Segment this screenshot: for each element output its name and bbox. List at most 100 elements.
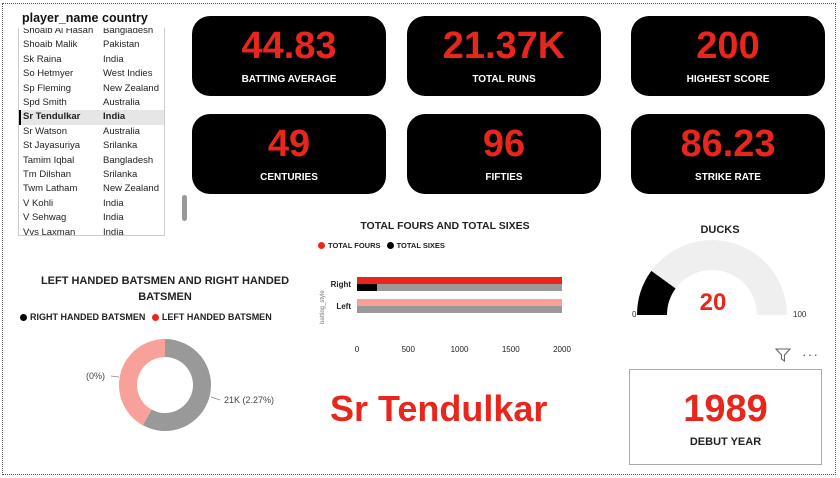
kpi-value: 44.83 bbox=[241, 25, 337, 67]
handed-legend: RIGHT HANDED BATSMEN LEFT HANDED BATSMEN bbox=[20, 312, 272, 322]
kpi-value: 49 bbox=[267, 123, 311, 165]
donut-slice[interactable] bbox=[142, 339, 212, 431]
gauge-min-label: 0 bbox=[632, 310, 637, 319]
legend-dot-icon bbox=[151, 314, 159, 321]
legend-dot-icon bbox=[318, 242, 325, 249]
selection-indicator bbox=[19, 110, 21, 125]
cell-player-name: So Hetmyer bbox=[23, 68, 74, 80]
x-tick-label: 0 bbox=[355, 345, 360, 354]
legend-item-left-handed[interactable]: LEFT HANDED BATSMEN bbox=[151, 312, 272, 322]
kpi-value: 200 bbox=[696, 25, 760, 67]
table-body: Shoaib Al Hasan Bangladesh Shoaib Malik Pak… bbox=[18, 28, 165, 236]
cell-country: Australia bbox=[103, 125, 140, 137]
table-row[interactable]: V Kohli India bbox=[19, 197, 164, 211]
debut-year-value: 1989 bbox=[683, 388, 768, 430]
cell-country: Australia bbox=[103, 97, 140, 108]
ducks-gauge: 0 100 20 bbox=[632, 240, 807, 319]
cell-country: New Zealand bbox=[103, 183, 159, 195]
column-header-player-name[interactable]: player_name bbox=[22, 11, 99, 25]
data-label-right: 21K (2.27%) bbox=[224, 395, 274, 405]
x-tick-label: 1000 bbox=[451, 345, 469, 354]
handed-title: LEFT HANDED BATSMEN AND RIGHT HANDED BAT… bbox=[40, 275, 290, 303]
more-options-icon[interactable]: ··· bbox=[802, 346, 819, 362]
gauge-max-label: 100 bbox=[793, 310, 807, 319]
data-label-left: (0%) bbox=[86, 371, 105, 381]
cell-player-name: Vvs Laxman bbox=[23, 226, 76, 236]
cell-player-name: Tamim Iqbal bbox=[23, 154, 75, 166]
table-row[interactable]: Sr Watson Australia bbox=[19, 125, 164, 139]
kpi-label: HIGHEST SCORE bbox=[686, 74, 770, 85]
fours-sixes-legend: TOTAL FOURS TOTAL SIXES bbox=[318, 241, 445, 250]
cell-country: Pakistan bbox=[103, 39, 140, 51]
x-tick-label: 500 bbox=[402, 345, 416, 354]
debut-year-label: DEBUT YEAR bbox=[689, 436, 762, 448]
y-axis-label: batting_style bbox=[320, 290, 326, 324]
table-row[interactable]: So Hetmyer West Indies bbox=[19, 67, 164, 81]
donut-slice[interactable] bbox=[119, 339, 165, 426]
kpi-card-highest-score[interactable]: 200 HIGHEST SCORE bbox=[631, 16, 825, 96]
debut-year-card[interactable]: 1989 DEBUT YEAR bbox=[629, 369, 822, 465]
kpi-label: TOTAL RUNS bbox=[472, 74, 536, 85]
table-scrollbar[interactable] bbox=[182, 195, 187, 221]
dashboard-frame bbox=[2, 3, 836, 475]
category-label: Left bbox=[336, 302, 351, 311]
kpi-value: 21.37K bbox=[442, 25, 566, 67]
legend-item-total-fours[interactable]: TOTAL FOURS bbox=[318, 241, 381, 250]
bar-track bbox=[357, 306, 562, 313]
legend-item-right-handed[interactable]: RIGHT HANDED BATSMEN bbox=[20, 312, 145, 322]
cell-player-name: V Kohli bbox=[23, 197, 54, 209]
leader-line bbox=[210, 396, 221, 401]
column-header-country[interactable]: country bbox=[102, 11, 148, 25]
cell-player-name: Shoaib Al Hasan bbox=[23, 28, 94, 36]
cell-player-name: Spd Smith bbox=[23, 97, 67, 108]
kpi-label: STRIKE RATE bbox=[695, 172, 761, 183]
filter-icon[interactable] bbox=[775, 348, 791, 362]
kpi-card-total-runs[interactable]: 21.37K TOTAL RUNS bbox=[407, 16, 601, 96]
x-tick-label: 2000 bbox=[553, 345, 571, 354]
gauge-value: 20 bbox=[700, 289, 727, 316]
kpi-card-batting-average[interactable]: 44.83 BATTING AVERAGE bbox=[192, 16, 386, 96]
table-row[interactable]: Shoaib Malik Pakistan bbox=[19, 38, 164, 52]
kpi-label: BATTING AVERAGE bbox=[241, 74, 337, 85]
table-row[interactable]: St Jayasuriya Srilanka bbox=[19, 139, 164, 153]
kpi-value: 96 bbox=[482, 123, 526, 165]
cell-player-name: Sk Raina bbox=[23, 53, 62, 65]
player-table: player_name country Shoaib Al Hasan Bangl… bbox=[18, 8, 165, 236]
cell-country: India bbox=[103, 197, 124, 209]
cell-player-name: Sp Fleming bbox=[23, 82, 72, 94]
legend-dot-icon bbox=[20, 314, 27, 321]
cell-country: Srilanka bbox=[103, 169, 138, 180]
gauge-track bbox=[637, 240, 787, 315]
kpi-value: 86.23 bbox=[680, 123, 776, 165]
table-row[interactable]: Twm Latham New Zealand bbox=[19, 182, 164, 196]
table-row[interactable]: Shoaib Al Hasan Bangladesh bbox=[19, 28, 164, 38]
kpi-card-strike-rate[interactable]: 86.23 STRIKE RATE bbox=[631, 114, 825, 194]
cell-player-name: Sr Tendulkar bbox=[23, 111, 81, 123]
x-tick-label: 1500 bbox=[502, 345, 520, 354]
table-row[interactable]: Spd Smith Australia bbox=[19, 96, 164, 110]
table-row[interactable]: Vvs Laxman India bbox=[19, 226, 164, 236]
gauge-fill bbox=[637, 270, 676, 315]
cell-country: New Zealand bbox=[103, 82, 159, 94]
bar-total-fours bbox=[357, 277, 562, 284]
cell-player-name: Twm Latham bbox=[23, 183, 78, 195]
table-row[interactable]: Sr Tendulkar India bbox=[19, 110, 164, 125]
table-row[interactable]: Sk Raina India bbox=[19, 53, 164, 67]
table-row[interactable]: Sp Fleming New Zealand bbox=[19, 82, 164, 96]
kpi-card-fifties[interactable]: 96 FIFTIES bbox=[407, 114, 601, 194]
legend-item-total-sixes[interactable]: TOTAL SIXES bbox=[386, 241, 445, 250]
table-row[interactable]: Tm Dilshan Srilanka bbox=[19, 168, 164, 182]
table-row[interactable]: V Sehwag India bbox=[19, 211, 164, 225]
kpi-card-centuries[interactable]: 49 CENTURIES bbox=[192, 114, 386, 194]
bar-total-sixes bbox=[357, 284, 377, 291]
cell-player-name: Sr Watson bbox=[23, 125, 67, 137]
cell-country: Bangladesh bbox=[103, 154, 154, 166]
cell-country: India bbox=[103, 111, 126, 123]
fours-sixes-chart: Right Left batting_style 0 500 1000 1500 2000 bbox=[320, 277, 571, 354]
table-row[interactable]: Tamim Iqbal Bangladesh bbox=[19, 154, 164, 168]
cell-player-name: V Sehwag bbox=[23, 212, 67, 224]
category-label: Right bbox=[331, 280, 352, 289]
selected-player-name: Sr Tendulkar bbox=[330, 388, 548, 429]
bar-track bbox=[357, 284, 562, 291]
kpi-label: CENTURIES bbox=[260, 172, 318, 183]
